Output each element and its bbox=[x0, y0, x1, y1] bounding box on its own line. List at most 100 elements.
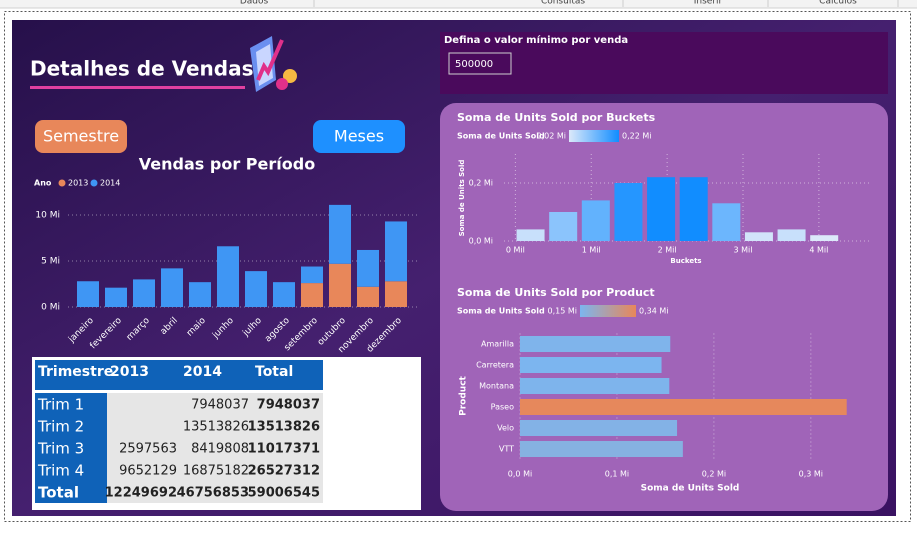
table-cell: 13513826 bbox=[248, 420, 320, 435]
slicer-value[interactable]: 500000 bbox=[455, 59, 493, 70]
bar-segment bbox=[301, 283, 323, 307]
y-axis-title: Product bbox=[459, 375, 469, 415]
row-cells-bg bbox=[107, 481, 323, 503]
button-semestre[interactable] bbox=[35, 120, 127, 153]
bar-segment bbox=[189, 282, 211, 307]
bar bbox=[549, 212, 578, 241]
x-tick-label: 0,3 Mi bbox=[799, 470, 823, 479]
ribbon-tab: Cálculos bbox=[819, 0, 857, 7]
table-cell: 7948037 bbox=[191, 398, 249, 413]
row-header-bg bbox=[35, 415, 107, 437]
bar-segment bbox=[385, 281, 407, 307]
bar bbox=[712, 203, 741, 241]
bar bbox=[647, 177, 676, 241]
table-header-bg bbox=[35, 360, 323, 390]
bar bbox=[744, 232, 773, 241]
legend-gradient bbox=[580, 305, 636, 317]
y-tick-label: 0 Mi bbox=[41, 303, 60, 313]
button-meses[interactable] bbox=[313, 120, 405, 153]
bar-segment bbox=[385, 221, 407, 282]
slicer-label: Defina o valor mínimo por venda bbox=[444, 34, 628, 46]
x-tick-label: 0,0 Mi bbox=[508, 470, 532, 479]
row-cells-bg bbox=[107, 415, 323, 437]
x-tick-label: 0,2 Mi bbox=[702, 470, 726, 479]
bar-segment bbox=[105, 287, 127, 307]
chart-title: Soma de Units Sold por Product bbox=[457, 286, 655, 299]
row-header-bg bbox=[35, 393, 107, 415]
header-icon bbox=[250, 36, 297, 92]
legend-gradient bbox=[569, 130, 619, 142]
bar-segment bbox=[77, 281, 99, 307]
legend-title: Soma de Units Sold bbox=[457, 307, 545, 316]
column-header: 2014 bbox=[183, 364, 222, 380]
x-tick-label: 1 Mil bbox=[582, 246, 601, 255]
table-cell: 12249692 bbox=[105, 486, 177, 501]
legend-label: 2013 bbox=[68, 179, 88, 188]
slicer-panel bbox=[440, 32, 888, 94]
table-cell: 8419808 bbox=[191, 442, 249, 457]
table-cell: 9652129 bbox=[119, 464, 177, 479]
legend-swatch bbox=[90, 179, 98, 187]
legend-min: 0,02 Mi bbox=[537, 132, 566, 141]
bar bbox=[520, 357, 662, 373]
table-cell: 11017371 bbox=[248, 442, 320, 457]
bar bbox=[520, 441, 683, 457]
row-header-bg bbox=[35, 481, 107, 503]
bar-segment bbox=[357, 249, 379, 287]
y-tick-label: 5 Mi bbox=[41, 257, 60, 267]
chart-title: Vendas por Período bbox=[139, 155, 315, 174]
x-tick-label: 0 Mil bbox=[506, 246, 525, 255]
bar bbox=[520, 420, 678, 436]
title-underline bbox=[30, 86, 245, 89]
legend-label: 2014 bbox=[100, 179, 120, 188]
table-cell: 26527312 bbox=[248, 464, 320, 479]
bar bbox=[777, 229, 806, 241]
table-cell: 16875182 bbox=[183, 464, 249, 479]
button-label[interactable]: Semestre bbox=[43, 127, 119, 146]
slicer-input[interactable] bbox=[448, 52, 512, 75]
row-cells-bg bbox=[107, 437, 323, 459]
chart-title: Soma de Units Sold por Buckets bbox=[457, 111, 656, 124]
bar-segment bbox=[133, 279, 155, 307]
bar bbox=[810, 235, 839, 241]
ribbon-tab: Inserir bbox=[694, 0, 723, 7]
table-cell: 59006545 bbox=[248, 486, 320, 501]
legend-min: 0,15 Mi bbox=[548, 307, 577, 316]
ribbon-tabs: Dados Consultas Inserir Cálculos bbox=[240, 0, 857, 7]
bar-segment bbox=[329, 263, 351, 307]
x-tick-label: 3 Mil bbox=[734, 246, 753, 255]
legend-max: 0,22 Mi bbox=[622, 132, 651, 141]
bar bbox=[679, 177, 708, 241]
row-header: Trim 2 bbox=[37, 418, 84, 436]
table-cell: 7948037 bbox=[257, 398, 320, 413]
bar bbox=[520, 336, 671, 352]
y-tick-label: 0,2 Mi bbox=[469, 179, 493, 188]
bar bbox=[520, 378, 670, 394]
ribbon-tab: Consultas bbox=[541, 0, 585, 7]
x-tick-label: 4 Mil bbox=[809, 246, 828, 255]
bar bbox=[614, 183, 643, 241]
bar-segment bbox=[217, 246, 239, 307]
legend-title: Ano bbox=[34, 179, 52, 188]
y-tick-label: VTT bbox=[499, 445, 514, 454]
bar-segment bbox=[301, 266, 323, 284]
table-cell: 46756853 bbox=[177, 486, 249, 501]
y-tick-label: 0,0 Mi bbox=[469, 237, 493, 246]
y-tick-label: Amarilla bbox=[481, 340, 514, 349]
column-header: 2013 bbox=[110, 364, 149, 380]
bar bbox=[516, 229, 545, 241]
canvas-border bbox=[4, 11, 911, 522]
report-title: Detalhes de Vendas bbox=[30, 57, 254, 81]
button-label[interactable]: Meses bbox=[334, 127, 384, 146]
row-cells-bg bbox=[107, 459, 323, 481]
row-header: Trim 3 bbox=[37, 440, 84, 458]
x-tick-label: 2 Mil bbox=[658, 246, 677, 255]
row-header: Trim 1 bbox=[37, 396, 84, 414]
legend-swatch bbox=[58, 179, 66, 187]
bar bbox=[581, 200, 610, 241]
column-header: Total bbox=[255, 364, 293, 380]
ribbon-tab: Dados bbox=[240, 0, 269, 7]
row-header-bg bbox=[35, 437, 107, 459]
